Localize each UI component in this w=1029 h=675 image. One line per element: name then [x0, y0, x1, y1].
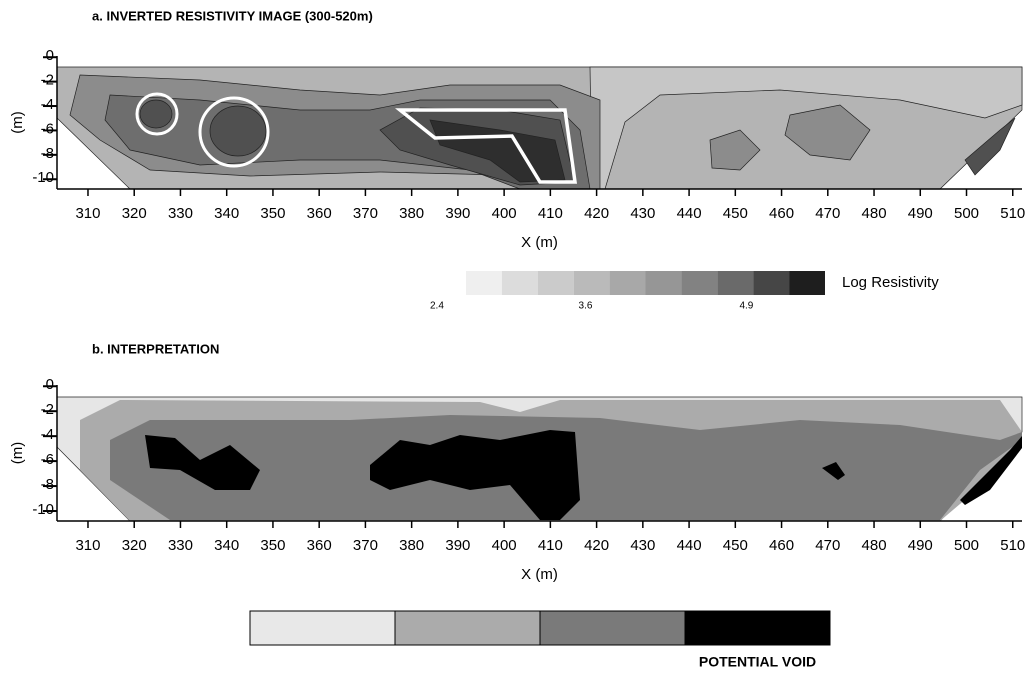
colorbar-swatch: [789, 271, 825, 295]
x-tick-label: 440: [677, 205, 702, 222]
highlight-circle: [198, 96, 270, 168]
x-tick-label: 510: [1000, 205, 1025, 222]
y-tick-label: -2: [41, 72, 54, 89]
colorbar-swatch: [717, 271, 754, 295]
x-tick-label: 410: [538, 205, 563, 222]
chart-title: b. INTERPRETATION: [92, 341, 219, 356]
x-tick-label: 370: [353, 537, 378, 554]
x-axis-label: X (m): [521, 566, 558, 583]
x-tick-label: 470: [815, 205, 840, 222]
contour-region: [370, 430, 580, 520]
x-tick-label: 430: [630, 205, 655, 222]
x-tick-label: 470: [815, 537, 840, 554]
y-tick-label: -6: [41, 120, 54, 137]
x-tick-label: 320: [122, 205, 147, 222]
x-tick-label: 480: [862, 537, 887, 554]
x-tick-label: 340: [214, 537, 239, 554]
x-tick-label: 390: [445, 205, 470, 222]
contour-region: [209, 105, 267, 157]
contour-b: [56, 396, 1023, 522]
y-tick-label: 0: [46, 47, 54, 64]
highlight-polygon: [395, 108, 578, 184]
y-tick-label: -10: [32, 169, 54, 186]
x-tick-label: 500: [954, 205, 979, 222]
x-axis-label: X (m): [521, 234, 558, 251]
contour-region: [709, 129, 761, 171]
x-tick-label: 450: [723, 537, 748, 554]
colorbar-swatch: [537, 271, 574, 295]
x-tick-label: 360: [307, 205, 332, 222]
x-tick-label: 460: [769, 205, 794, 222]
x-tick-label: 400: [492, 205, 517, 222]
colorbar-tick-label: 2.4: [430, 301, 444, 312]
y-tick-label: -6: [41, 451, 54, 468]
colorbar-swatch: [573, 271, 610, 295]
colorbar-label: Log Resistivity: [842, 274, 939, 291]
x-tick-label: 330: [168, 537, 193, 554]
y-axis-label: (m): [9, 111, 26, 134]
contour-region: [964, 117, 1016, 176]
x-tick-label: 420: [584, 537, 609, 554]
x-tick-label: 430: [630, 537, 655, 554]
x-tick-label: 370: [353, 205, 378, 222]
x-tick-label: 360: [307, 537, 332, 554]
y-axis-label: (m): [9, 442, 26, 465]
y-tick-label: -10: [32, 501, 54, 518]
colorbar-swatch: [466, 271, 502, 295]
x-tick-label: 380: [399, 205, 424, 222]
colorbar-swatch: [681, 271, 718, 295]
y-tick-label: 0: [46, 376, 54, 393]
x-tick-label: 480: [862, 205, 887, 222]
colorbar-tick-label: 3.6: [579, 301, 593, 312]
colorbar-swatch: [645, 271, 682, 295]
x-tick-label: 310: [75, 537, 100, 554]
colorbar-swatch: [609, 271, 646, 295]
colorbar-swatch: [501, 271, 538, 295]
x-tick-label: 380: [399, 537, 424, 554]
colorbar-tick-label: 4.9: [739, 301, 753, 312]
x-tick-label: 350: [260, 537, 285, 554]
legend-swatch: [249, 610, 396, 646]
y-tick-label: -8: [41, 145, 54, 162]
legend-swatch: [539, 610, 686, 646]
y-tick-label: -4: [41, 426, 54, 443]
x-tick-label: 330: [168, 205, 193, 222]
y-tick-label: -2: [41, 401, 54, 418]
x-tick-label: 410: [538, 537, 563, 554]
colorbar-swatch: [753, 271, 790, 295]
y-tick-label: -8: [41, 476, 54, 493]
x-tick-label: 310: [75, 205, 100, 222]
contour-region: [960, 436, 1022, 505]
x-tick-label: 450: [723, 205, 748, 222]
x-tick-label: 390: [445, 537, 470, 554]
contour-a: [56, 66, 1023, 190]
x-tick-label: 490: [908, 205, 933, 222]
x-tick-label: 350: [260, 205, 285, 222]
chart-title: a. INVERTED RESISTIVITY IMAGE (300-520m): [92, 8, 373, 23]
y-tick-label: -4: [41, 96, 54, 113]
x-tick-label: 340: [214, 205, 239, 222]
x-tick-label: 460: [769, 537, 794, 554]
legend-swatch: [684, 610, 831, 646]
highlight-circle: [135, 92, 179, 136]
x-tick-label: 500: [954, 537, 979, 554]
x-tick-label: 440: [677, 537, 702, 554]
legend-label: POTENTIAL VOID: [699, 654, 816, 670]
contour-region: [139, 99, 173, 129]
legend-swatch: [394, 610, 541, 646]
x-tick-label: 490: [908, 537, 933, 554]
contour-region: [145, 435, 260, 490]
contour-region: [822, 462, 845, 480]
contour-region: [784, 104, 871, 161]
x-tick-label: 400: [492, 537, 517, 554]
x-tick-label: 420: [584, 205, 609, 222]
x-tick-label: 320: [122, 537, 147, 554]
x-tick-label: 510: [1000, 537, 1025, 554]
